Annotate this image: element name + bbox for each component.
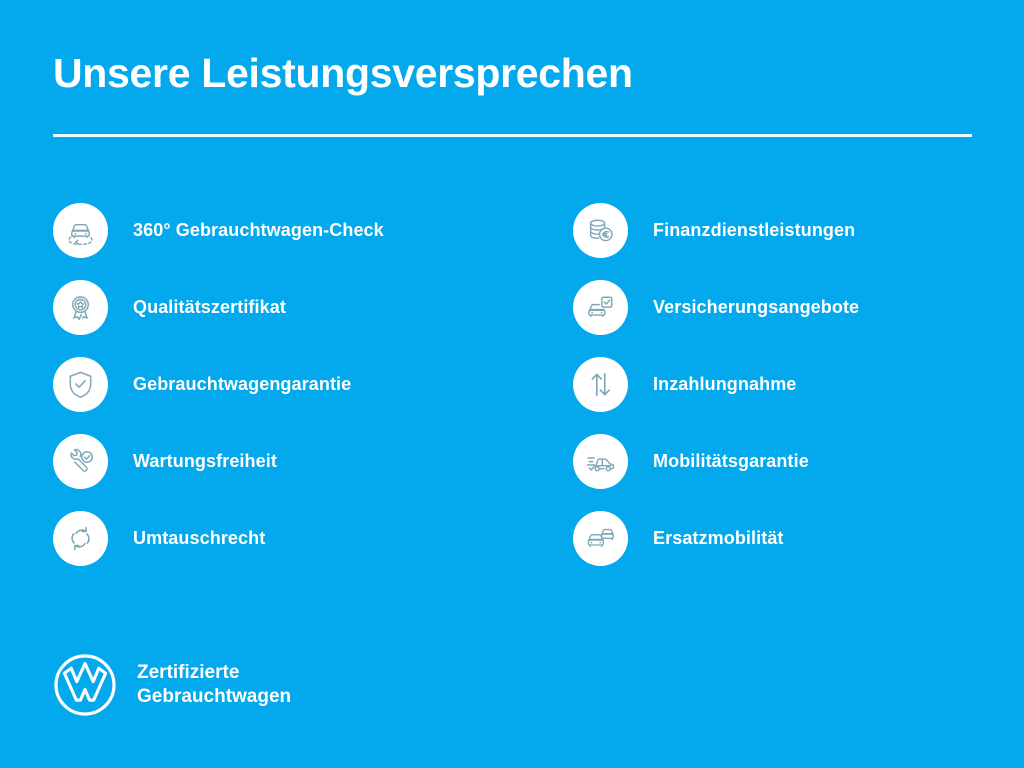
car-360-check-icon (53, 203, 108, 258)
feature-item-versicherungsangebote: Versicherungsangebote (573, 280, 983, 335)
feature-list: 360° Gebrauchtwagen-Check Qualitätszerti… (53, 203, 983, 566)
feature-label: Inzahlungnahme (653, 374, 797, 394)
title-divider (53, 134, 972, 137)
feature-label: Qualitätszertifikat (133, 297, 286, 317)
wrench-check-icon (53, 434, 108, 489)
feature-label: Finanzdienstleistungen (653, 220, 856, 240)
brand-text-line2: Gebrauchtwagen (137, 686, 292, 707)
feature-item-ersatzmobilitaet: Ersatzmobilität (573, 511, 983, 566)
feature-column-right: Finanzdienstleistungen Versicheru (573, 203, 983, 566)
feature-item-360-gebrauchtwagen-check: 360° Gebrauchtwagen-Check (53, 203, 573, 258)
feature-label: Mobilitätsgarantie (653, 451, 809, 471)
feature-column-left: 360° Gebrauchtwagen-Check Qualitätszerti… (53, 203, 573, 566)
brand-text: Zertifizierte Gebrauchtwagen (137, 661, 291, 710)
shield-check-icon (53, 357, 108, 412)
brand-text-line1: Zertifizierte (137, 661, 240, 683)
feature-item-gebrauchtwagengarantie: Gebrauchtwagengarantie (53, 357, 573, 412)
feature-item-qualitaetszertifikat: Qualitätszertifikat (53, 280, 573, 335)
feature-label: Wartungsfreiheit (133, 451, 277, 471)
feature-label: Ersatzmobilität (653, 528, 784, 548)
feature-item-inzahlungnahme: Inzahlungnahme (573, 357, 983, 412)
feature-item-mobilitaetsgarantie: Mobilitätsgarantie (573, 434, 983, 489)
car-checkbox-insurance-icon (573, 280, 628, 335)
feature-label: Gebrauchtwagengarantie (133, 374, 352, 394)
feature-item-umtauschrecht: Umtauschrecht (53, 511, 573, 566)
volkswagen-logo-icon (53, 653, 117, 717)
quality-award-rosette-icon (53, 280, 108, 335)
page-title: Unsere Leistungsversprechen (53, 50, 633, 96)
feature-label: Umtauschrecht (133, 528, 266, 548)
arrows-up-down-icon (573, 357, 628, 412)
coins-euro-icon (573, 203, 628, 258)
header: Unsere Leistungsversprechen (53, 50, 973, 137)
feature-item-finanzdienstleistungen: Finanzdienstleistungen (573, 203, 983, 258)
feature-label: Versicherungsangebote (653, 297, 860, 317)
brand-lockup: Zertifizierte Gebrauchtwagen (53, 653, 291, 717)
exchange-arrows-icon (53, 511, 108, 566)
car-speed-lines-icon (573, 434, 628, 489)
two-cars-front-icon (573, 511, 628, 566)
feature-label: 360° Gebrauchtwagen-Check (133, 220, 384, 240)
feature-item-wartungsfreiheit: Wartungsfreiheit (53, 434, 573, 489)
